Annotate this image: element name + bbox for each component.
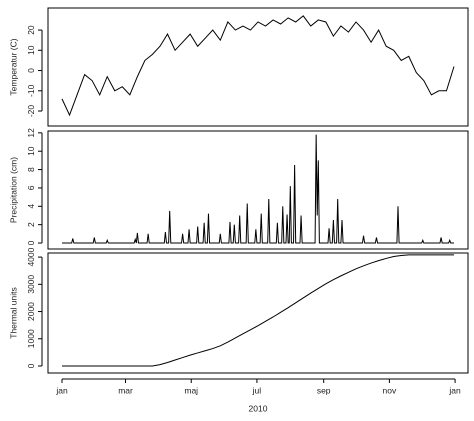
y-tick-label: 8 bbox=[26, 167, 36, 172]
data-line bbox=[61, 15, 455, 117]
y-tick-label: 0 bbox=[26, 240, 36, 245]
x-tick-label: mar bbox=[118, 385, 133, 395]
y-axis-label: Precipitation (cm) bbox=[8, 157, 18, 223]
y-tick-label: 2 bbox=[26, 222, 36, 227]
y-axis-label: Thermal units bbox=[8, 287, 18, 339]
y-tick-label: 10 bbox=[26, 45, 36, 55]
x-tick-label: sep bbox=[317, 385, 331, 395]
x-tick-label: jul bbox=[252, 385, 262, 395]
data-line bbox=[62, 254, 454, 367]
y-tick-label: 20 bbox=[26, 25, 36, 35]
y-axis-label: Temperatur (C) bbox=[8, 38, 18, 95]
x-tick-label: nov bbox=[383, 385, 397, 395]
y-tick-label: 0 bbox=[26, 68, 36, 73]
y-tick-label: 6 bbox=[26, 185, 36, 190]
plot-frame bbox=[47, 7, 469, 127]
y-tick-label: 2000 bbox=[26, 302, 36, 321]
y-tick-label: 12 bbox=[26, 128, 36, 138]
y-tick-label: 3000 bbox=[26, 275, 36, 294]
y-tick-label: 1000 bbox=[26, 329, 36, 348]
y-tick-label: -10 bbox=[26, 84, 36, 97]
x-tick-label: jan bbox=[55, 385, 68, 395]
plot-frame bbox=[47, 130, 469, 250]
x-tick-label: maj bbox=[184, 385, 198, 395]
y-tick-label: 0 bbox=[26, 363, 36, 368]
data-line bbox=[62, 134, 454, 244]
y-tick-label: -20 bbox=[26, 105, 36, 118]
x-tick-label: jan bbox=[448, 385, 461, 395]
y-tick-label: 4000 bbox=[26, 247, 36, 266]
y-tick-label: 10 bbox=[26, 146, 36, 156]
y-tick-label: 4 bbox=[26, 204, 36, 209]
x-axis-label: 2010 bbox=[249, 403, 268, 413]
plot-frame bbox=[47, 252, 469, 374]
